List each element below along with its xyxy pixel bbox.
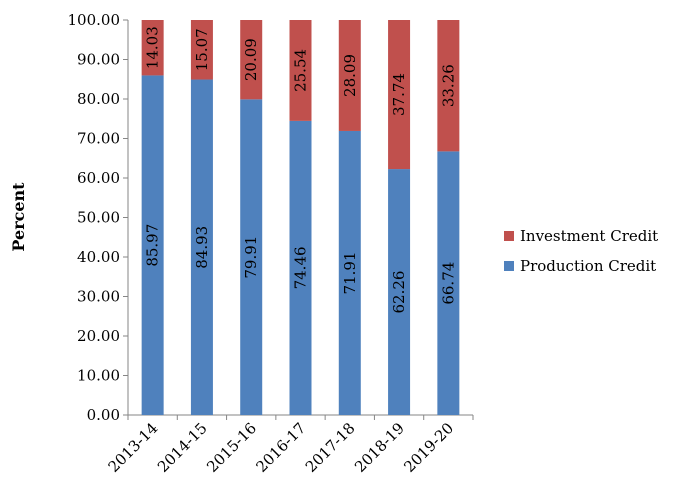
y-tick-label: 90.00: [77, 51, 120, 69]
data-label: 14.03: [144, 26, 162, 69]
y-tick-label: 70.00: [77, 130, 120, 148]
data-label: 71.91: [341, 252, 359, 295]
x-axis: 2013-142014-152015-162016-172017-182018-…: [105, 415, 473, 476]
x-tick-label: 2015-16: [203, 419, 260, 476]
x-tick-label: 2013-14: [105, 419, 162, 476]
y-axis: 0.00 10.00 20.00 30.00 40.00 50.00 60.00 70.00 8…: [68, 11, 129, 424]
x-tick-label: 2019-20: [400, 419, 457, 476]
data-label: 28.09: [341, 54, 359, 97]
y-tick-label: 30.00: [77, 288, 120, 306]
data-label: 74.46: [292, 246, 310, 289]
data-label: 84.93: [193, 226, 211, 269]
x-tick-label: 2017-18: [302, 419, 359, 476]
data-label: 33.26: [439, 64, 457, 107]
data-label: 66.74: [439, 262, 457, 305]
y-tick-label: 0.00: [87, 406, 120, 424]
legend-swatch: [504, 261, 514, 271]
y-tick-label: 10.00: [77, 367, 120, 385]
legend-label: Investment Credit: [520, 227, 658, 245]
y-tick-label: 20.00: [77, 327, 120, 345]
data-label: 37.74: [390, 73, 408, 116]
x-tick-label: 2018-19: [351, 419, 408, 476]
y-tick-label: 50.00: [77, 209, 120, 227]
y-tick-label: 60.00: [77, 169, 120, 187]
x-tick-label: 2014-15: [154, 419, 211, 476]
data-label: 85.97: [144, 224, 162, 267]
legend-label: Production Credit: [520, 257, 656, 275]
legend-swatch: [504, 231, 514, 241]
data-label: 15.07: [193, 28, 211, 71]
x-tick-label: 2016-17: [253, 419, 310, 476]
legend: Investment Credit Production Credit: [504, 227, 658, 275]
y-tick-label: 80.00: [77, 90, 120, 108]
y-tick-label: 40.00: [77, 248, 120, 266]
y-tick-label: 100.00: [68, 11, 121, 29]
data-label: 25.54: [292, 49, 310, 92]
data-label: 20.09: [242, 38, 260, 81]
data-label: 79.91: [242, 236, 260, 279]
y-axis-title: Percent: [9, 182, 28, 252]
data-label: 62.26: [390, 271, 408, 314]
